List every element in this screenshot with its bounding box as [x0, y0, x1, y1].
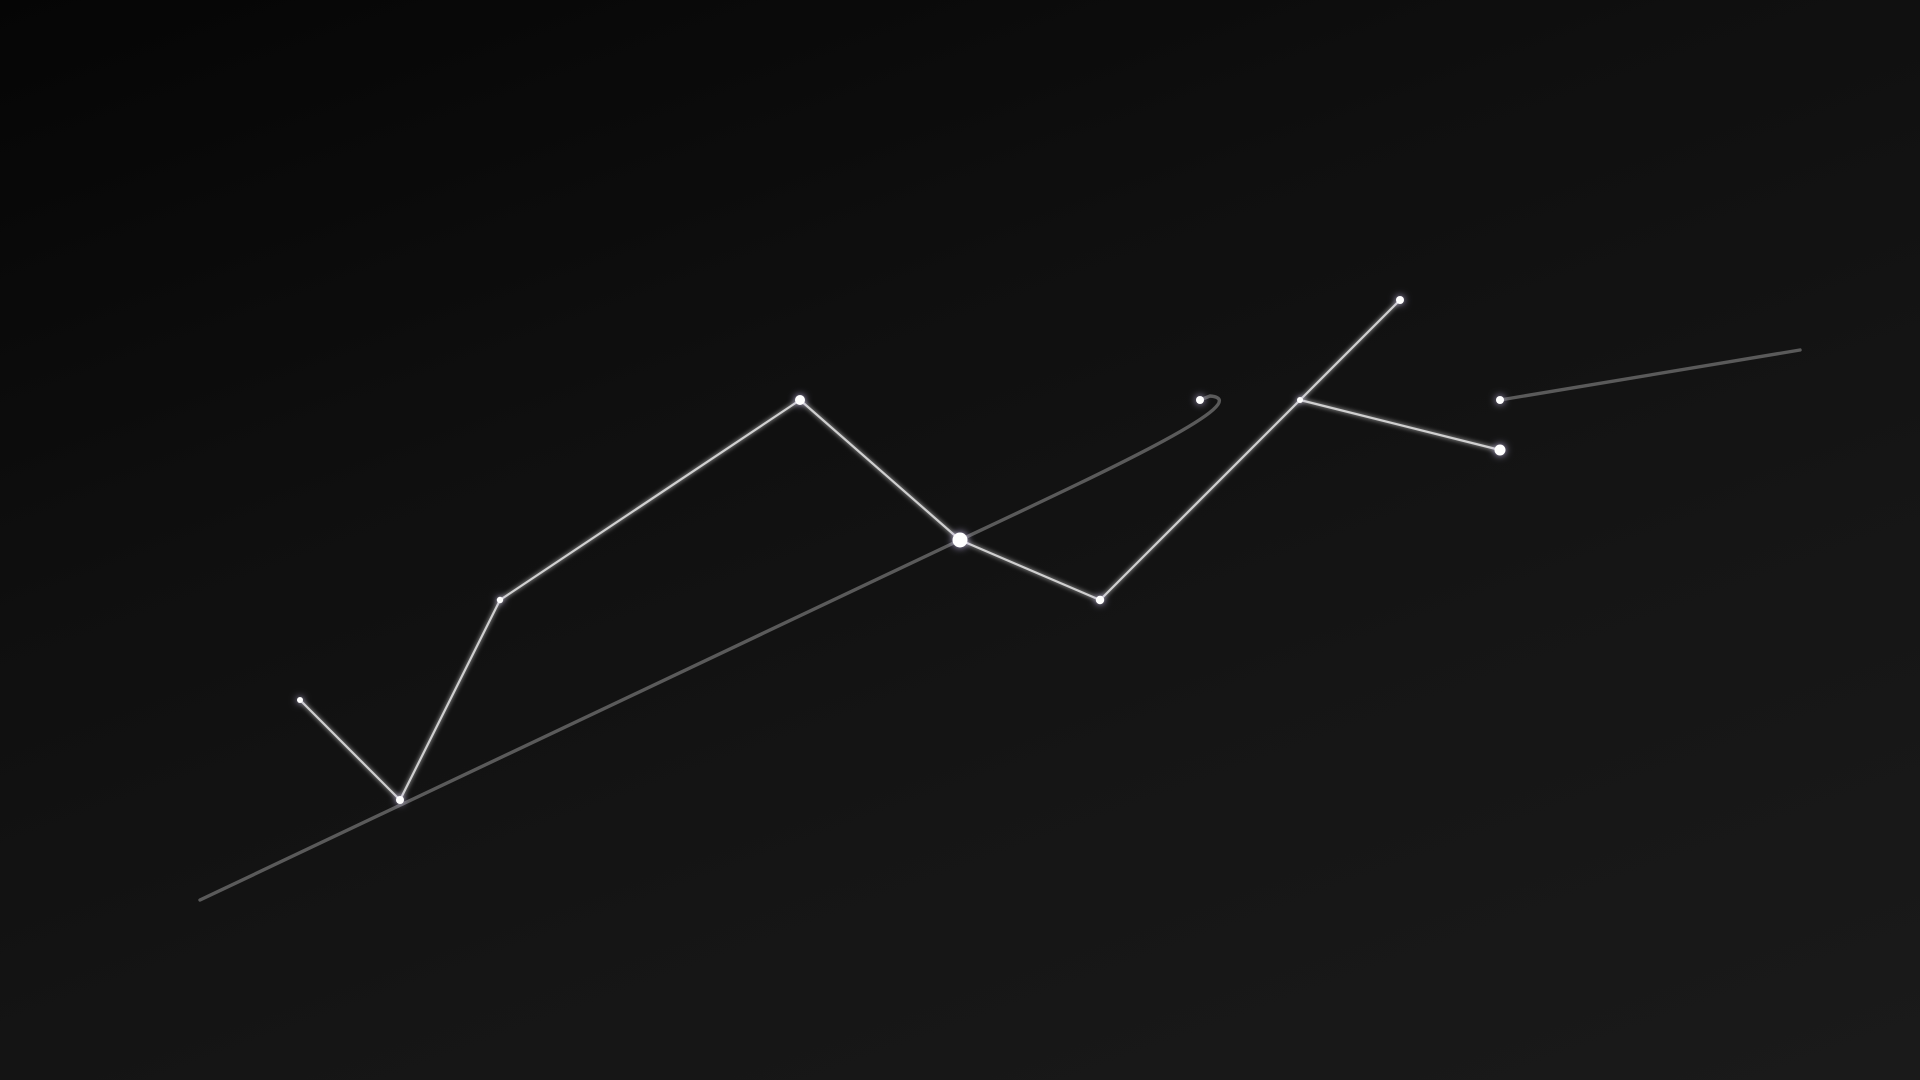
edge — [958, 538, 1102, 602]
constellation-stars — [297, 296, 1506, 804]
guide-line-tail — [1498, 348, 1802, 402]
edge — [498, 398, 802, 602]
star-bright — [952, 532, 968, 548]
star — [1095, 595, 1105, 605]
edge — [1098, 298, 1402, 602]
edge — [1298, 398, 1502, 452]
star — [396, 796, 404, 804]
star — [297, 697, 303, 703]
guide-lines — [198, 348, 1802, 902]
star — [496, 596, 504, 604]
star — [795, 395, 805, 405]
star — [1196, 396, 1204, 404]
constellation-edges — [298, 298, 1502, 802]
star — [1494, 444, 1506, 456]
guide-line-main — [198, 394, 1221, 902]
star — [1496, 396, 1504, 404]
edge — [798, 398, 962, 542]
edge — [298, 698, 402, 802]
star — [1396, 296, 1404, 304]
edge — [398, 598, 502, 802]
star — [1297, 397, 1303, 403]
